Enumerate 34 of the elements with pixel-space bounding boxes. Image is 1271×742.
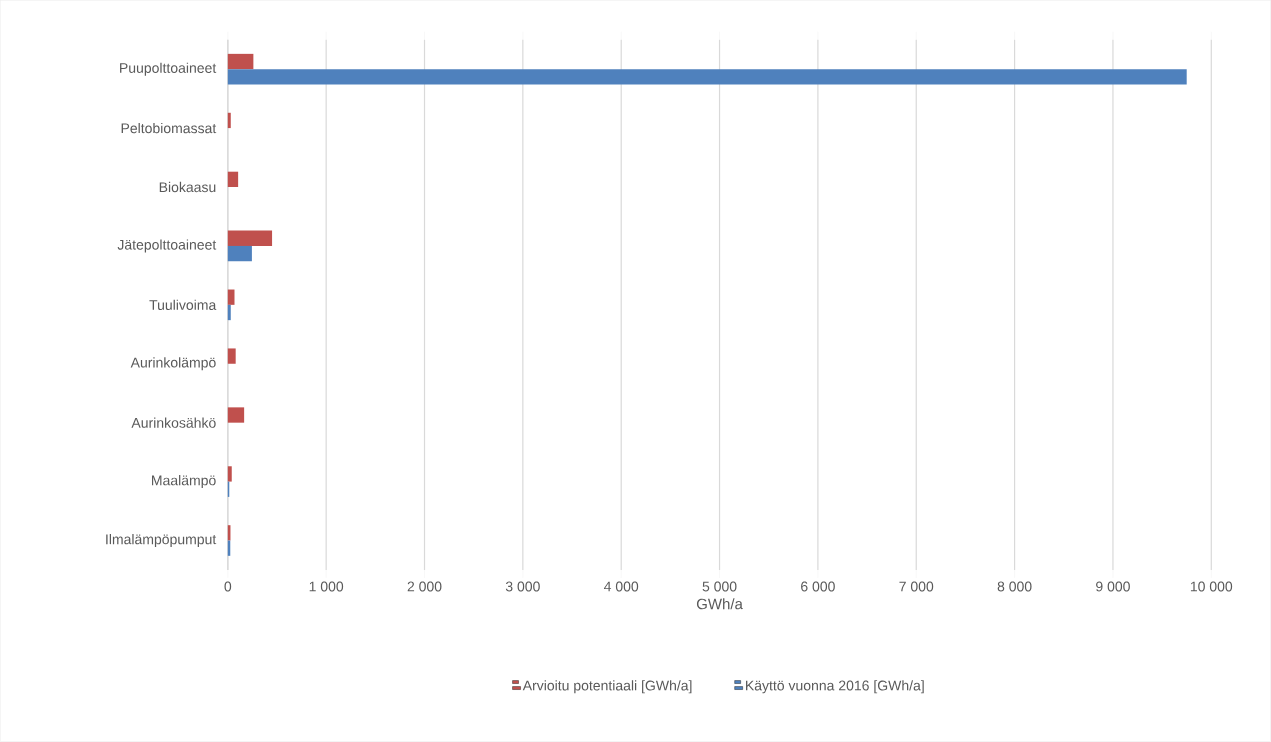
y-tick-label: Peltobiomassat bbox=[121, 123, 217, 134]
bar bbox=[227, 69, 1187, 85]
y-tick-label: Tuulivoima bbox=[149, 299, 217, 311]
bar bbox=[227, 466, 232, 482]
bar bbox=[227, 407, 245, 423]
y-tick-label: Maalämpö bbox=[152, 475, 216, 489]
x-tick-label: 4 000 bbox=[603, 581, 639, 592]
y-tick-label: Aurinkolämpö bbox=[130, 357, 216, 371]
bar bbox=[227, 171, 239, 188]
y-tick-label: Aurinkosähkö bbox=[131, 417, 216, 428]
x-tick-label: 2 000 bbox=[407, 581, 442, 592]
x-tick-label: 0 bbox=[224, 581, 232, 592]
bar bbox=[227, 112, 231, 129]
legend-label: Käyttö vuonna 2016 [GWh/a] bbox=[746, 680, 924, 694]
y-tick-label: Ilmalämpöpumput bbox=[106, 534, 217, 548]
bar bbox=[227, 53, 254, 70]
bar bbox=[227, 246, 252, 262]
x-tick-label: 3 000 bbox=[505, 581, 540, 592]
bar bbox=[227, 304, 231, 321]
x-tick-label: 1 000 bbox=[309, 581, 344, 592]
x-tick-label: 9 000 bbox=[1096, 581, 1130, 592]
y-tick-label: Puupolttoaineet bbox=[120, 62, 217, 76]
x-tick-label: 7 000 bbox=[899, 581, 934, 592]
x-tick-label: 10 000 bbox=[1190, 581, 1233, 592]
bar bbox=[227, 348, 236, 364]
x-tick-label: 6 000 bbox=[801, 581, 835, 592]
x-tick-label: 8 000 bbox=[997, 581, 1032, 592]
bar bbox=[227, 289, 235, 305]
x-axis-title: GWh/a bbox=[696, 598, 743, 610]
y-tick-label: Jätepolttoaineet bbox=[117, 239, 217, 253]
x-tick-label: 5 000 bbox=[702, 581, 737, 592]
y-tick-label: Biokaasu bbox=[159, 181, 216, 193]
bar bbox=[227, 230, 273, 247]
legend-label: Arvioitu potentiaali [GWh/a] bbox=[522, 680, 692, 694]
